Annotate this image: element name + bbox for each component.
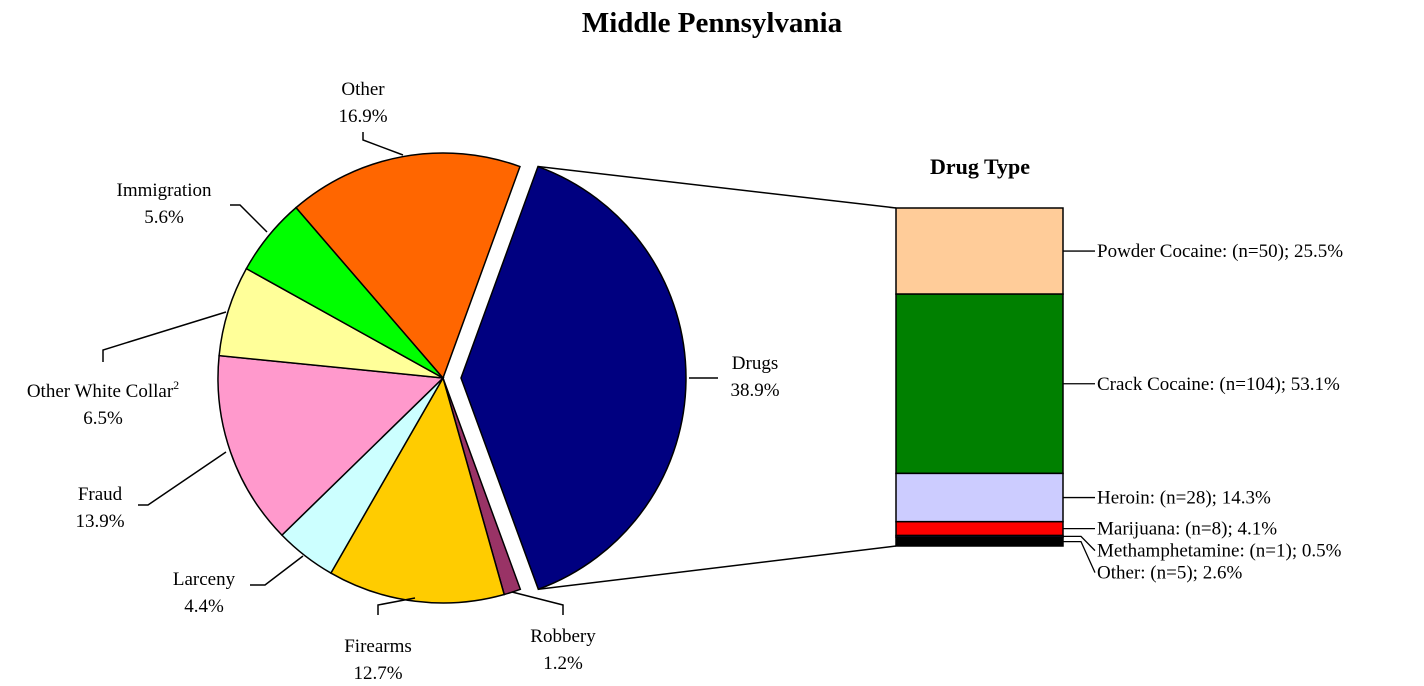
slice-label-fraud: Fraud — [78, 484, 123, 505]
pie-slice-drugs — [460, 165, 687, 591]
leader-line-other — [362, 132, 404, 156]
leader-line-other-white-collar — [102, 311, 227, 362]
slice-label-other-white-collar: Other White Collar2 — [27, 378, 179, 402]
connector-lines — [537, 165, 897, 591]
bar-leader-other — [1063, 540, 1096, 573]
bar-segment-powder-cocaine — [895, 207, 1064, 295]
pie-slice-fraud — [217, 354, 445, 537]
slice-label-robbery: Robbery — [530, 626, 596, 647]
leader-line-immigration — [230, 204, 268, 233]
slice-value-immigration: 5.6% — [144, 207, 184, 228]
slice-value-robbery: 1.2% — [543, 653, 583, 674]
chart-title: Middle Pennsylvania — [582, 7, 843, 39]
slice-value-firearms: 12.7% — [353, 663, 402, 684]
slice-value-drugs: 38.9% — [730, 380, 779, 401]
bar-label-marijuana: Marijuana: (n=8); 4.1% — [1097, 519, 1277, 540]
leader-line-fraud — [138, 451, 227, 506]
bar-label-other: Other: (n=5); 2.6% — [1097, 563, 1242, 584]
slice-value-larceny: 4.4% — [184, 596, 224, 617]
leader-line-larceny — [250, 555, 304, 586]
bar-segment-marijuana — [895, 520, 1064, 537]
bar-leader-methamphetamine — [1063, 535, 1096, 552]
pie-slice-firearms — [329, 376, 506, 604]
bar-title: Drug Type — [930, 154, 1030, 179]
connector-top — [537, 165, 897, 209]
connector-bottom — [538, 545, 897, 591]
bar-segment-heroin — [895, 472, 1064, 523]
slice-value-other: 16.9% — [338, 106, 387, 127]
slice-label-other: Other — [341, 79, 385, 100]
leader-line-robbery — [511, 591, 564, 615]
slice-label-larceny: Larceny — [173, 569, 236, 590]
bar-label-methamphetamine: Methamphetamine: (n=1); 0.5% — [1097, 541, 1342, 562]
slice-label-superscript: 2 — [173, 378, 179, 392]
bar-label-crack-cocaine: Crack Cocaine: (n=104); 53.1% — [1097, 374, 1340, 395]
bar-segment-other — [895, 536, 1064, 547]
pie-slice-other — [294, 152, 521, 380]
slice-label-drugs: Drugs — [732, 353, 778, 374]
drug-type-bar: Powder Cocaine: (n=50); 25.5% Crack Cocai… — [895, 207, 1343, 584]
slice-label-immigration: Immigration — [117, 180, 212, 201]
bar-segment-crack-cocaine — [895, 293, 1064, 475]
slice-value-other-white-collar: 6.5% — [83, 408, 123, 429]
pie-chart: Drugs 38.9% Robbery 1.2% Firearms 12.7% Larcen… — [27, 79, 780, 684]
bar-label-heroin: Heroin: (n=28); 14.3% — [1097, 488, 1271, 509]
bar-label-powder-cocaine: Powder Cocaine: (n=50); 25.5% — [1097, 241, 1343, 262]
slice-value-fraud: 13.9% — [75, 511, 124, 532]
leader-line-firearms — [377, 597, 416, 615]
slice-label-firearms: Firearms — [344, 636, 412, 657]
